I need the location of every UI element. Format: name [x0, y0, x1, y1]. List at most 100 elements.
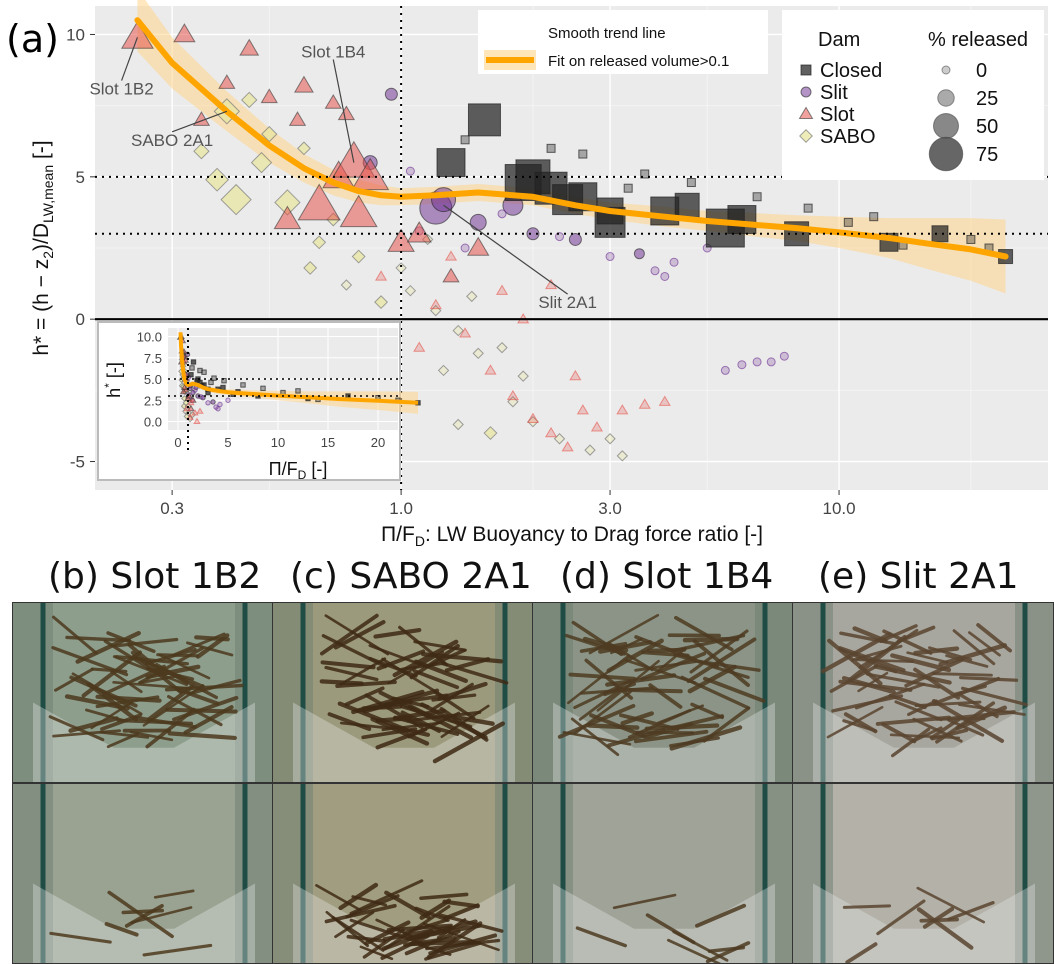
wood-stick: [54, 667, 94, 692]
annotation-leader: [171, 110, 228, 133]
label-part: D: [298, 468, 307, 482]
legend-size-circle: [941, 65, 951, 75]
wood-stick: [603, 682, 637, 697]
wood-stick: [335, 680, 397, 689]
data-point-slit: [384, 87, 398, 101]
wood-stick: [842, 904, 892, 909]
wood-stick: [865, 672, 941, 689]
wood-stick: [644, 723, 720, 731]
data-point-closed: [546, 143, 556, 153]
data-point-slit: [405, 166, 415, 176]
data-point-sabo: [604, 433, 616, 445]
photo-drawing: [533, 603, 793, 782]
legend-marker-slot: [798, 106, 814, 120]
legend-size-label: 25: [976, 88, 998, 110]
trend-legend-title: Smooth trend line: [548, 25, 666, 42]
dam-structure: [553, 702, 775, 782]
wood-stick: [557, 703, 636, 739]
photo-water: [793, 784, 1053, 963]
experiment-photo: [272, 783, 534, 964]
data-point-slit: [469, 213, 487, 231]
inset-y-tick-label: 10.0: [137, 330, 162, 345]
wood-stick: [876, 899, 926, 936]
wood-stick: [682, 636, 740, 643]
wood-stick: [906, 651, 949, 664]
wood-stick: [571, 620, 624, 657]
wood-stick: [707, 945, 746, 953]
wood-stick: [648, 683, 683, 709]
data-point-slot: [173, 23, 196, 43]
label-part: LW,mean: [40, 165, 56, 223]
wood-stick: [65, 635, 132, 643]
wood-stick: [380, 934, 430, 960]
legend-label-slit: Slit: [820, 82, 848, 104]
wood-stick: [612, 893, 677, 910]
data-point-sabo: [374, 295, 389, 310]
wood-stick: [364, 693, 424, 730]
wood-stick: [428, 933, 498, 956]
wood-stick: [373, 627, 422, 639]
wood-stick: [442, 899, 480, 909]
inset-plot: 0 5 10 15 200.02.55.07.510.0Π/FD [-]h* [-]: [97, 321, 421, 482]
label-part: D: [415, 533, 425, 549]
data-point-sabo: [616, 450, 629, 462]
data-point-slot: [616, 404, 629, 415]
x-tick-label: 1.0: [389, 499, 413, 518]
data-point-closed: [727, 205, 757, 235]
photo-drawing: [13, 603, 273, 782]
data-point-sabo: [437, 364, 450, 377]
wood-stick: [324, 614, 390, 656]
inset-point-slit: [213, 404, 219, 410]
wood-stick: [176, 687, 220, 706]
wood-stick: [907, 699, 938, 717]
legend-label-closed: Closed: [820, 60, 882, 82]
data-point-slot: [576, 404, 589, 415]
inset-x-tick-label: 15: [321, 435, 335, 450]
data-point-slot: [288, 111, 307, 126]
wood-stick: [51, 646, 129, 677]
data-point-slit: [605, 252, 615, 262]
wood-stick: [578, 686, 624, 721]
inset-point-closed: [201, 369, 207, 375]
data-point-slit: [766, 357, 776, 367]
label-part: [-]: [306, 459, 327, 479]
dam-structure: [33, 883, 255, 963]
label-part: h* = (h − z: [30, 259, 53, 356]
data-point-closed: [436, 148, 466, 178]
wood-stick: [344, 686, 385, 707]
trend-legend-label: Fit on released volume>0.1: [548, 53, 729, 70]
data-point-sabo: [517, 370, 529, 382]
wood-stick: [104, 922, 139, 937]
photo-drawing: [793, 784, 1053, 963]
data-point-slit: [660, 271, 670, 281]
wood-stick: [145, 707, 196, 749]
data-point-sabo: [250, 151, 273, 174]
label-part: )/D: [30, 223, 53, 251]
wood-stick: [959, 675, 1019, 682]
data-point-sabo: [296, 141, 311, 156]
data-point-slot: [444, 250, 458, 261]
data-point-slit: [650, 266, 660, 276]
wood-stick: [112, 681, 192, 690]
inset-y-tick-label: 2.5: [144, 393, 162, 408]
experiment-photo: [12, 783, 274, 964]
data-point-closed: [460, 135, 470, 145]
wood-stick: [315, 884, 362, 912]
data-point-slit: [497, 209, 507, 219]
wood-stick: [916, 907, 974, 950]
experiment-photo: [12, 602, 274, 783]
dam-structure: [293, 702, 515, 782]
wood-stick: [113, 637, 179, 648]
wood-stick: [687, 664, 737, 694]
wood-stick: [361, 704, 403, 711]
wood-stick: [333, 620, 386, 650]
data-point-slot: [351, 157, 390, 191]
wood-stick: [331, 916, 385, 952]
data-point-closed: [966, 234, 976, 244]
wood-stick: [75, 630, 141, 664]
photo-title: (c) SABO 2A1: [290, 556, 532, 597]
wood-stick: [338, 882, 379, 911]
wood-stick: [922, 906, 955, 929]
data-point-slit: [669, 257, 679, 267]
data-point-slot: [495, 284, 509, 295]
